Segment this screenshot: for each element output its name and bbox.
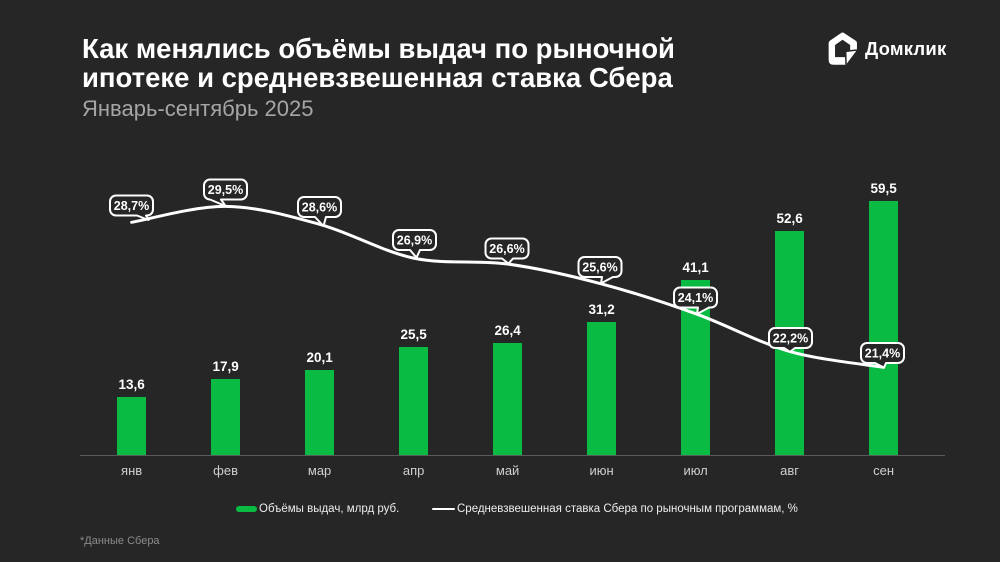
svg-text:28,7%: 28,7%: [114, 199, 149, 213]
svg-text:22,2%: 22,2%: [773, 331, 808, 345]
svg-text:26,6%: 26,6%: [489, 242, 524, 256]
svg-text:24,1%: 24,1%: [678, 291, 713, 305]
svg-text:28,6%: 28,6%: [302, 200, 337, 214]
svg-text:25,6%: 25,6%: [582, 260, 617, 274]
svg-text:21,4%: 21,4%: [865, 346, 900, 360]
svg-text:29,5%: 29,5%: [208, 183, 243, 197]
svg-text:26,9%: 26,9%: [397, 233, 432, 247]
